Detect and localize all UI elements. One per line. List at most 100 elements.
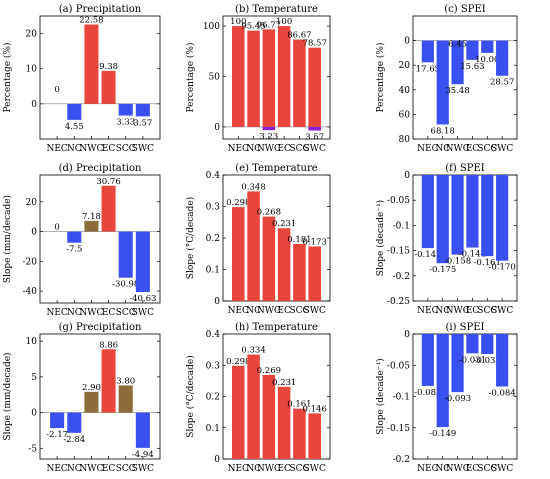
x-tick-label: NC: [246, 144, 261, 154]
x-tick-label: NEC: [417, 464, 438, 474]
data-label: -0.144: [459, 250, 486, 260]
data-label: 100: [276, 17, 292, 27]
x-tick-label: NEC: [228, 306, 249, 316]
bar-d-NWC: [84, 220, 99, 232]
data-label: -4.94: [132, 450, 154, 460]
y-tick-label: -0.2: [393, 455, 410, 465]
y-tick-label: 20: [399, 61, 411, 71]
x-tick-label: SWC: [132, 308, 154, 318]
panel-i: (i) SPEI Slope (decade⁻¹) -0.2 -0.15 -0.1 -0.…: [375, 322, 518, 474]
data-label: 0.181: [287, 235, 311, 245]
data-label: 78.57: [303, 39, 327, 49]
data-label: 0.298: [226, 198, 250, 208]
x-tick-label: NEC: [228, 464, 249, 474]
x-tick-label: EC: [466, 144, 480, 154]
bar-a-SCC: [118, 103, 133, 116]
y-tick-label: 0.3: [206, 203, 221, 213]
bar-c-neg-NC: [436, 40, 449, 125]
data-label: -0.031: [459, 355, 486, 365]
bar-d-NC: [67, 231, 82, 243]
y-tick-label: 0.4: [206, 171, 221, 181]
bar-c-neg-NEC: [421, 40, 434, 63]
panel-d: (d) Precipitation Slope (mm/decade) -40 -20…: [2, 163, 161, 318]
data-label: -0.161: [474, 258, 501, 268]
data-label: 3.80: [116, 376, 135, 386]
data-label: -30.98: [112, 280, 139, 290]
x-tick-label: NC: [435, 464, 450, 474]
x-tick-label: NEC: [417, 306, 438, 316]
x-tick-label: SCC: [116, 464, 136, 474]
y-axis-label: Slope (°C/decade): [185, 355, 196, 437]
data-label: 0.231: [272, 378, 296, 388]
axes-box: [39, 333, 161, 460]
panel-g: (g) Precipitation Slope (mm/decade) -5 0 5 10…: [2, 322, 161, 474]
data-label: 86.67: [287, 31, 311, 41]
data-label: -0.083: [414, 388, 441, 398]
data-label-neg: 15.63: [460, 62, 484, 72]
bar-c-neg-EC: [466, 40, 479, 60]
y-tick-label: 0: [214, 123, 220, 133]
bar-i-NEC: [421, 334, 434, 386]
x-tick-label: NWC: [446, 306, 470, 316]
y-tick-label: 0.2: [206, 393, 220, 403]
bar-b-SCC: [293, 39, 306, 127]
x-tick-label: NEC: [46, 308, 67, 318]
bar-g-NEC: [50, 412, 65, 429]
y-tick-label: -0.25: [387, 297, 410, 307]
y-tick-label: 0.3: [206, 361, 221, 371]
y-tick-label: -40: [23, 287, 38, 297]
y-tick-label: 20: [26, 198, 38, 208]
panel-e: (e) Temperature Slope (°C/decade) 0 0.1 0.2 0…: [185, 163, 331, 316]
y-tick-label: 20: [26, 30, 38, 40]
data-label: 3.33: [116, 118, 135, 128]
y-tick-label: 0: [214, 297, 220, 307]
y-tick-label: 0: [404, 37, 410, 47]
bar-g-EC: [101, 349, 116, 413]
x-tick-label: EC: [102, 464, 116, 474]
x-tick-label: EC: [102, 144, 116, 154]
bar-f-EC: [466, 175, 479, 248]
y-tick-label: -0.05: [387, 361, 410, 371]
data-label: 0.334: [241, 346, 265, 356]
x-tick-label: NC: [246, 306, 261, 316]
x-tick-label: SWC: [304, 464, 326, 474]
y-tick-label: 10: [26, 337, 38, 347]
bar-i-NWC: [451, 334, 464, 393]
x-tick-label: NEC: [228, 144, 249, 154]
data-label: 0.231: [272, 219, 296, 229]
data-label: -7.5: [66, 245, 82, 255]
data-label: 0.146: [303, 404, 327, 414]
axes-box: [222, 15, 331, 140]
data-label: -2.17: [46, 430, 68, 440]
x-tick-label: SCC: [116, 144, 136, 154]
x-tick-label: SWC: [304, 144, 326, 154]
data-label: 0.161: [287, 400, 311, 410]
x-tick-label: NC: [435, 306, 450, 316]
y-tick-label: -5: [28, 444, 37, 454]
axes-box: [412, 15, 518, 140]
x-tick-label: SWC: [132, 464, 154, 474]
bar-d-SWC: [135, 231, 150, 293]
x-tick-label: NEC: [46, 144, 67, 154]
bar-b-NEC: [232, 26, 245, 127]
y-tick-label: 0.1: [206, 266, 220, 276]
bar-i-SCC: [481, 334, 494, 354]
data-label-neg: 10.00: [475, 55, 499, 65]
data-label: 2.90: [82, 383, 101, 393]
x-tick-label: SCC: [289, 306, 309, 316]
y-axis-label: Percentage (%): [185, 43, 196, 113]
x-tick-label: EC: [466, 464, 480, 474]
y-tick-label: 0: [31, 100, 37, 110]
bar-h-NEC: [232, 365, 245, 459]
bar-a-NWC: [84, 24, 99, 104]
panel-b: (b) Temperature Percentage (%) 0 50 100 NEC 10…: [185, 4, 331, 154]
axes-box: [39, 174, 161, 304]
data-label: 0.348: [241, 182, 265, 192]
x-tick-label: EC: [102, 308, 116, 318]
x-tick-label: NEC: [46, 464, 67, 474]
data-label: 0.173: [303, 238, 327, 248]
y-tick-label: -0.05: [387, 196, 410, 206]
bar-g-SWC: [135, 412, 150, 448]
bar-a-SWC: [135, 103, 150, 117]
